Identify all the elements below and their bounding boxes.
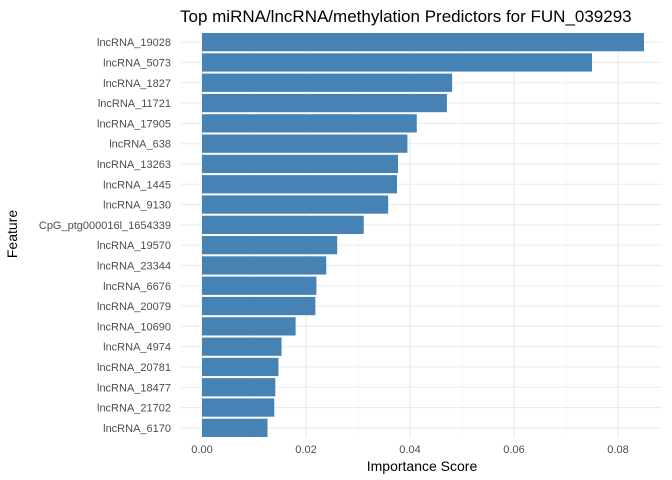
bar	[202, 317, 296, 336]
x-tick-labels: 0.00 0.02 0.04 0.06 0.08	[191, 444, 628, 456]
y-tick-label: lncRNA_5073	[103, 57, 171, 69]
x-tick-label: 0.06	[503, 444, 524, 456]
y-tick-label: lncRNA_18477	[97, 382, 171, 394]
x-tick-label: 0.02	[295, 444, 316, 456]
bar	[202, 357, 279, 377]
bar	[202, 134, 408, 153]
x-tick-label: 0.04	[399, 444, 420, 456]
bar	[202, 337, 282, 356]
y-tick-labels: lncRNA_19028 lncRNA_5073 lncRNA_1827 lncRNA…	[39, 37, 171, 435]
bar	[202, 93, 447, 113]
y-tick-label: lncRNA_19570	[97, 240, 171, 252]
y-tick-label: lncRNA_13263	[97, 159, 171, 171]
y-tick-label: lncRNA_20079	[97, 301, 171, 313]
bar	[202, 236, 338, 255]
bar	[202, 33, 644, 52]
y-tick-label: lncRNA_6676	[103, 281, 171, 293]
bar	[202, 296, 316, 316]
bar	[202, 378, 276, 397]
y-tick-label: lncRNA_11721	[98, 98, 171, 110]
y-tick-label: CpG_ptg000016l_1654339	[39, 220, 171, 232]
bar	[202, 276, 317, 295]
y-axis-title: Feature	[4, 210, 20, 258]
y-tick-label: lncRNA_10690	[97, 321, 171, 333]
bar	[202, 195, 389, 214]
bars	[202, 33, 644, 437]
y-tick-label: lncRNA_1445	[103, 179, 171, 191]
x-tick-label: 0.00	[191, 444, 212, 456]
bar	[202, 175, 397, 194]
y-tick-label: lncRNA_6170	[103, 423, 171, 435]
y-tick-label: lncRNA_23344	[97, 260, 171, 272]
x-axis-title: Importance Score	[367, 458, 478, 474]
y-tick-label: lncRNA_17905	[97, 118, 171, 130]
bar	[202, 215, 364, 234]
y-tick-label: lncRNA_4974	[103, 342, 171, 354]
bar	[202, 154, 399, 174]
x-tick-label: 0.08	[607, 444, 628, 456]
y-tick-label: lncRNA_1827	[103, 78, 171, 90]
bar	[202, 73, 453, 92]
chart-title: Top miRNA/lncRNA/methylation Predictors …	[180, 7, 632, 26]
y-tick-label: lncRNA_638	[109, 139, 171, 151]
bar	[202, 256, 327, 275]
grid	[181, 32, 662, 438]
bar	[202, 114, 417, 133]
y-tick-label: lncRNA_20781	[97, 362, 171, 374]
y-tick-label: lncRNA_21702	[97, 403, 171, 415]
bar	[202, 418, 268, 437]
y-tick-label: lncRNA_19028	[97, 37, 171, 49]
y-tick-label: lncRNA_9130	[103, 200, 171, 212]
bar	[202, 53, 592, 72]
bar	[202, 398, 275, 417]
